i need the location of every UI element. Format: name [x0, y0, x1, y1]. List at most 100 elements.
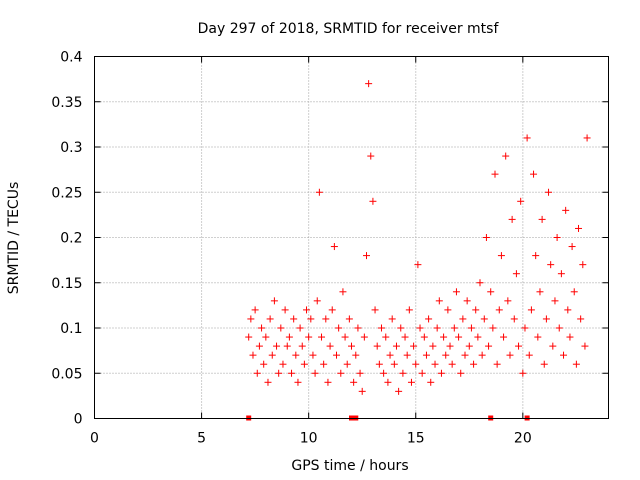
data-point: [444, 306, 452, 314]
data-point: [365, 80, 373, 88]
data-point: [320, 360, 328, 368]
data-point: [375, 360, 383, 368]
data-point: [309, 351, 317, 359]
data-point: [504, 297, 512, 305]
data-point: [270, 297, 278, 305]
data-point: [416, 324, 424, 332]
y-tick-label: 0: [74, 412, 83, 428]
data-point: [285, 333, 293, 341]
data-point: [553, 234, 561, 241]
data-point: [455, 333, 463, 341]
data-point: [245, 333, 253, 341]
x-tick-label: 10: [300, 431, 318, 447]
data-point: [429, 342, 437, 350]
data-point: [583, 134, 591, 142]
data-point: [356, 369, 364, 377]
data-point: [547, 261, 555, 269]
data-points: [245, 80, 591, 421]
data-point: [472, 306, 480, 314]
data-point: [478, 351, 486, 359]
data-point: [326, 342, 334, 350]
data-point: [427, 378, 435, 386]
data-point: [328, 306, 336, 314]
data-point: [362, 252, 370, 260]
y-tick-label: 0.35: [51, 95, 82, 111]
data-point: [283, 342, 291, 350]
plot-frame: [94, 56, 609, 419]
data-point: [303, 306, 311, 314]
data-point: [566, 333, 574, 341]
data-point: [399, 369, 407, 377]
x-tick-label: 15: [407, 431, 425, 447]
data-point: [281, 306, 289, 314]
data-point: [538, 215, 546, 223]
data-point: [410, 342, 418, 350]
data-point: [330, 243, 338, 251]
data-point: [401, 333, 409, 341]
chart-title: Day 297 of 2018, SRMTID for receiver mts…: [198, 21, 500, 37]
data-point: [335, 324, 343, 332]
data-point: [532, 252, 540, 260]
data-point: [414, 261, 422, 269]
data-point: [564, 306, 572, 314]
data-point: [485, 342, 493, 350]
data-point: [412, 360, 420, 368]
data-point: [337, 369, 345, 377]
data-point: [350, 378, 358, 386]
data-point: [273, 342, 281, 350]
data-point: [579, 261, 587, 269]
data-point: [266, 315, 274, 323]
data-point: [482, 234, 490, 241]
data-point: [407, 378, 415, 386]
data-point: [388, 315, 396, 323]
data-point: [251, 306, 259, 314]
data-point: [392, 342, 400, 350]
data-point: [508, 215, 516, 223]
data-point: [397, 324, 405, 332]
x-tick-label: 20: [514, 431, 532, 447]
data-point: [534, 333, 542, 341]
data-point: [502, 152, 510, 160]
data-point: [311, 369, 319, 377]
x-axis-ticks: 0 5 10 15 20: [90, 56, 532, 447]
y-tick-label: 0.05: [51, 366, 82, 382]
data-point: [318, 333, 326, 341]
data-point: [431, 360, 439, 368]
x-tick-label: 5: [197, 431, 206, 447]
data-point: [422, 351, 430, 359]
data-point: [354, 324, 362, 332]
data-point: [457, 369, 465, 377]
data-point: [390, 360, 398, 368]
data-point: [459, 315, 467, 323]
data-point: [288, 369, 296, 377]
data-point: [530, 170, 538, 178]
data-point: [341, 333, 349, 341]
data-point: [474, 333, 482, 341]
data-point: [433, 324, 441, 332]
data-point: [545, 188, 553, 196]
data-point: [510, 315, 518, 323]
data-point: [491, 170, 499, 178]
data-point: [315, 188, 323, 196]
data-point: [307, 315, 315, 323]
data-point: [425, 315, 433, 323]
y-tick-label: 0.25: [51, 185, 82, 201]
data-point: [380, 369, 388, 377]
grid-lines: [94, 56, 609, 419]
data-point: [465, 342, 473, 350]
data-point: [523, 134, 531, 142]
data-point: [555, 324, 563, 332]
x-tick-label: 0: [90, 431, 99, 447]
data-point: [521, 324, 529, 332]
data-point: [275, 369, 283, 377]
data-point: [467, 324, 475, 332]
data-point: [463, 297, 471, 305]
data-point: [525, 351, 533, 359]
data-point: [577, 315, 585, 323]
data-point: [437, 369, 445, 377]
data-point: [470, 360, 478, 368]
data-point: [452, 288, 460, 296]
data-point: [493, 360, 501, 368]
data-point: [448, 360, 456, 368]
data-point: [264, 378, 272, 386]
